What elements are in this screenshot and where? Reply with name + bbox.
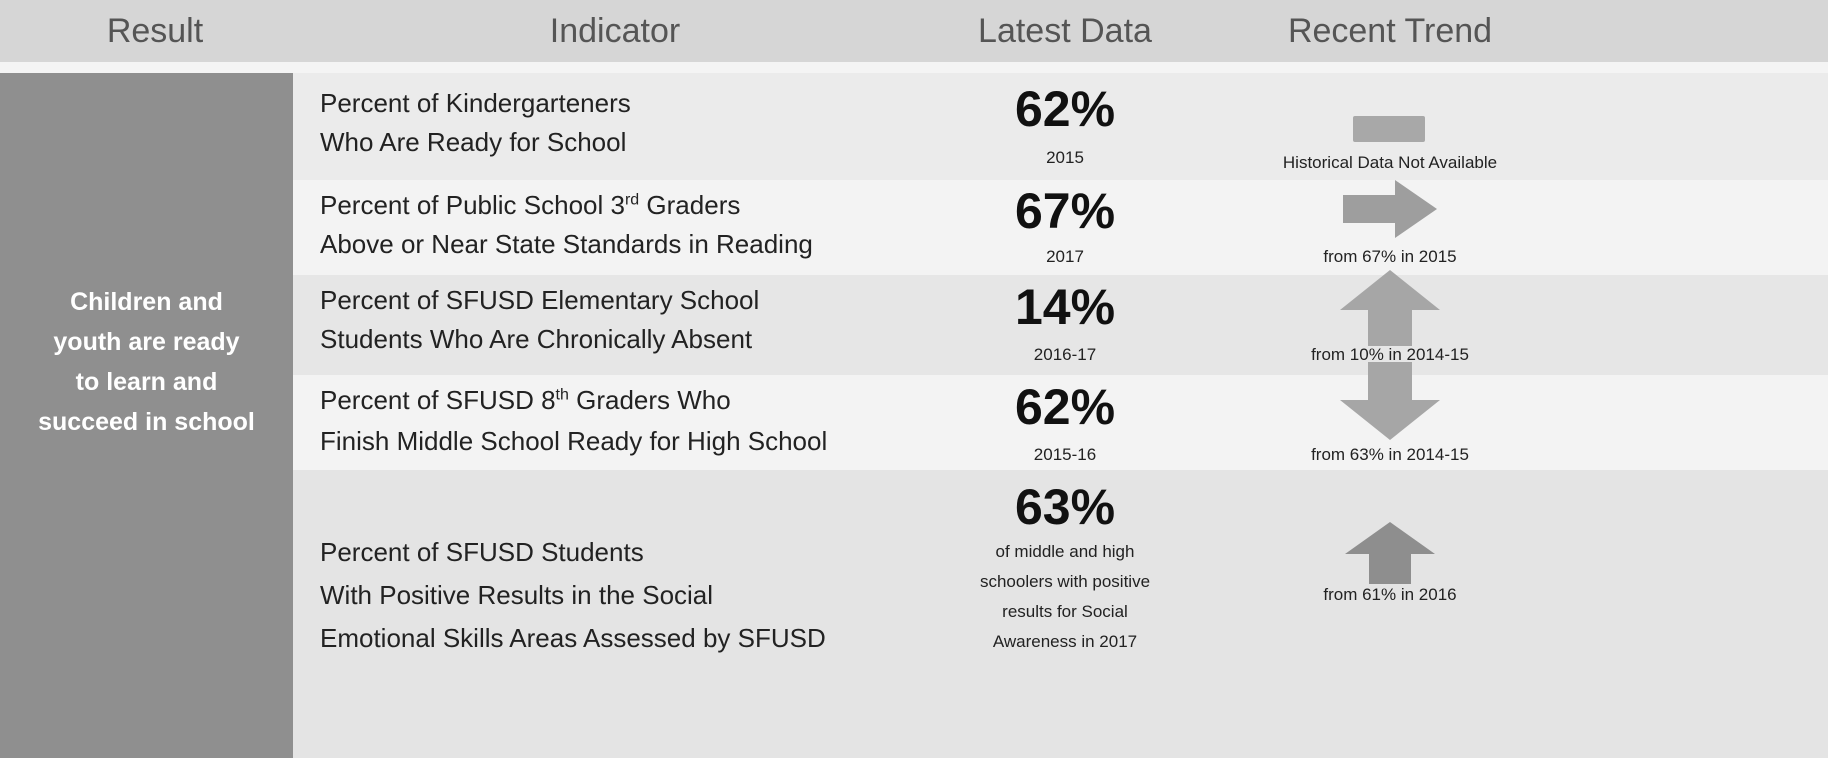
indicator-line: Percent of SFUSD 8th Graders Who xyxy=(320,385,731,416)
result-cell xyxy=(0,73,293,758)
superscript: rd xyxy=(624,191,640,209)
header-cell: Recent Trend xyxy=(1287,12,1493,50)
latest-period: 2017 xyxy=(1046,247,1084,266)
indicator-line: Students Who Are Chronically Absent xyxy=(320,324,752,355)
result-text: succeed in school xyxy=(38,408,255,436)
text: Emotional Skills Areas Assessed by SFUSD xyxy=(320,623,826,653)
indicator-line: Percent of Public School 3rd Graders xyxy=(320,190,740,221)
indicator-line: Emotional Skills Areas Assessed by SFUSD xyxy=(320,623,826,654)
text: Students Who Are Chronically Absent xyxy=(320,324,753,354)
trend-text: from 63% in 2014-15 xyxy=(1311,445,1469,464)
trend-arrow-up xyxy=(1340,270,1440,346)
text: Finish Middle School Ready for High Scho… xyxy=(320,426,828,456)
latest-value: 14% xyxy=(1014,279,1116,335)
result-text: to learn and xyxy=(75,368,218,396)
row-background xyxy=(293,470,1828,758)
trend-text: from 10% in 2014-15 xyxy=(1311,345,1469,364)
indicator-line: With Positive Results in the Social xyxy=(320,580,713,611)
text: Percent of Public School 3 xyxy=(320,190,625,220)
latest-period: Awareness in 2017 xyxy=(992,632,1138,651)
latest-value: 67% xyxy=(1014,183,1116,239)
indicator-line: Who Are Ready for School xyxy=(320,127,626,158)
latest-period: of middle and high xyxy=(995,542,1135,561)
text: Graders Who xyxy=(568,385,731,415)
latest-value: 62% xyxy=(1014,379,1116,435)
text: Percent of SFUSD Students xyxy=(320,537,644,567)
latest-period: 2015-16 xyxy=(1033,445,1097,464)
indicator-line: Percent of SFUSD Elementary School xyxy=(320,285,759,316)
indicator-line: Percent of SFUSD Students xyxy=(320,537,644,568)
trend-arrow-right xyxy=(1343,180,1437,238)
trend-arrow-down xyxy=(1340,362,1440,440)
no-data-rect xyxy=(1353,116,1425,142)
latest-period: 2015 xyxy=(1046,148,1084,167)
indicator-line: Above or Near State Standards in Reading xyxy=(320,229,813,260)
header-cell: Indicator xyxy=(549,12,681,50)
text: Graders xyxy=(639,190,741,220)
arrow-shape xyxy=(1340,362,1440,440)
text: Percent of SFUSD Elementary School xyxy=(320,285,760,315)
text: Above or Near State Standards in Reading xyxy=(320,229,813,259)
indicator-line: Percent of Kindergarteners xyxy=(320,88,631,119)
row-background xyxy=(293,180,1828,275)
trend-text: from 67% in 2015 xyxy=(1323,247,1457,266)
arrow-shape xyxy=(1345,522,1435,584)
text: Percent of Kindergarteners xyxy=(320,88,631,118)
superscript: th xyxy=(555,386,569,404)
header-band xyxy=(0,0,1828,62)
header-cell: Result xyxy=(106,12,204,50)
indicator-line: Finish Middle School Ready for High Scho… xyxy=(320,426,827,457)
trend-arrow-up xyxy=(1345,522,1435,584)
row-background xyxy=(293,375,1828,470)
latest-value: 62% xyxy=(1014,81,1116,137)
header-cell: Latest Data xyxy=(978,12,1152,50)
latest-period: results for Social xyxy=(1002,602,1128,621)
latest-value: 63% xyxy=(1014,479,1116,535)
row-background xyxy=(293,275,1828,375)
no-data-icon xyxy=(1353,116,1425,142)
trend-text: Historical Data Not Available xyxy=(1282,153,1498,172)
arrow-shape xyxy=(1340,270,1440,346)
text: Percent of SFUSD 8 xyxy=(320,385,556,415)
text: With Positive Results in the Social xyxy=(320,580,714,610)
text: Who Are Ready for School xyxy=(320,127,627,157)
trend-text: from 61% in 2016 xyxy=(1323,585,1457,604)
latest-period: 2016-17 xyxy=(1033,345,1097,364)
latest-period: schoolers with positive xyxy=(979,572,1151,591)
result-text: youth are ready xyxy=(53,328,240,356)
result-text: Children and xyxy=(70,288,223,316)
row-background xyxy=(293,73,1828,180)
arrow-shape xyxy=(1343,180,1437,238)
